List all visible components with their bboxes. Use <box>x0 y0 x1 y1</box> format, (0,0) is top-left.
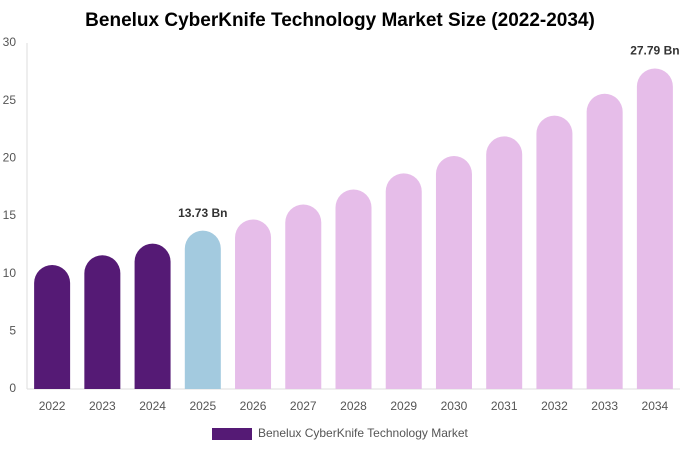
bar <box>235 219 272 389</box>
x-tick-label: 2034 <box>642 399 669 413</box>
y-tick-label: 15 <box>3 208 17 222</box>
bar <box>134 243 171 389</box>
bar <box>435 156 472 389</box>
x-tick-label: 2032 <box>541 399 568 413</box>
y-tick-label: 25 <box>3 93 17 107</box>
chart-title: Benelux CyberKnife Technology Market Siz… <box>85 10 595 31</box>
bar <box>84 255 121 389</box>
x-tick-label: 2022 <box>39 399 66 413</box>
y-tick-label: 20 <box>3 151 17 165</box>
x-tick-label: 2027 <box>290 399 317 413</box>
bar <box>636 68 673 389</box>
y-tick-label: 0 <box>9 381 16 395</box>
legend-label: Benelux CyberKnife Technology Market <box>258 426 469 440</box>
bar <box>586 93 623 389</box>
bar <box>486 136 523 389</box>
bar <box>536 115 573 389</box>
x-tick-label: 2031 <box>491 399 518 413</box>
y-tick-label: 30 <box>3 35 17 49</box>
x-tick-label: 2030 <box>441 399 468 413</box>
legend-swatch <box>212 428 252 440</box>
x-tick-label: 2026 <box>240 399 267 413</box>
bar <box>335 189 372 389</box>
bar <box>184 230 221 389</box>
x-tick-label: 2029 <box>390 399 417 413</box>
x-tick-label: 2024 <box>139 399 166 413</box>
y-tick-label: 10 <box>3 266 17 280</box>
x-tick-label: 2025 <box>189 399 216 413</box>
value-label: 27.79 Bn <box>630 44 679 58</box>
x-tick-label: 2028 <box>340 399 367 413</box>
bar <box>385 173 422 389</box>
bar <box>34 265 71 389</box>
x-tick-label: 2033 <box>591 399 618 413</box>
value-label: 13.73 Bn <box>178 206 227 220</box>
bar <box>285 204 322 389</box>
x-tick-label: 2023 <box>89 399 116 413</box>
y-tick-label: 5 <box>9 324 16 338</box>
